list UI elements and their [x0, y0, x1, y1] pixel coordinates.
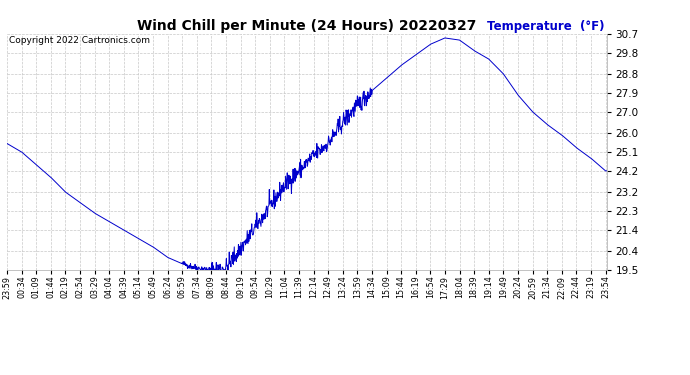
- Text: Copyright 2022 Cartronics.com: Copyright 2022 Cartronics.com: [9, 36, 150, 45]
- Text: Temperature  (°F): Temperature (°F): [486, 20, 604, 33]
- Title: Wind Chill per Minute (24 Hours) 20220327: Wind Chill per Minute (24 Hours) 2022032…: [137, 19, 477, 33]
